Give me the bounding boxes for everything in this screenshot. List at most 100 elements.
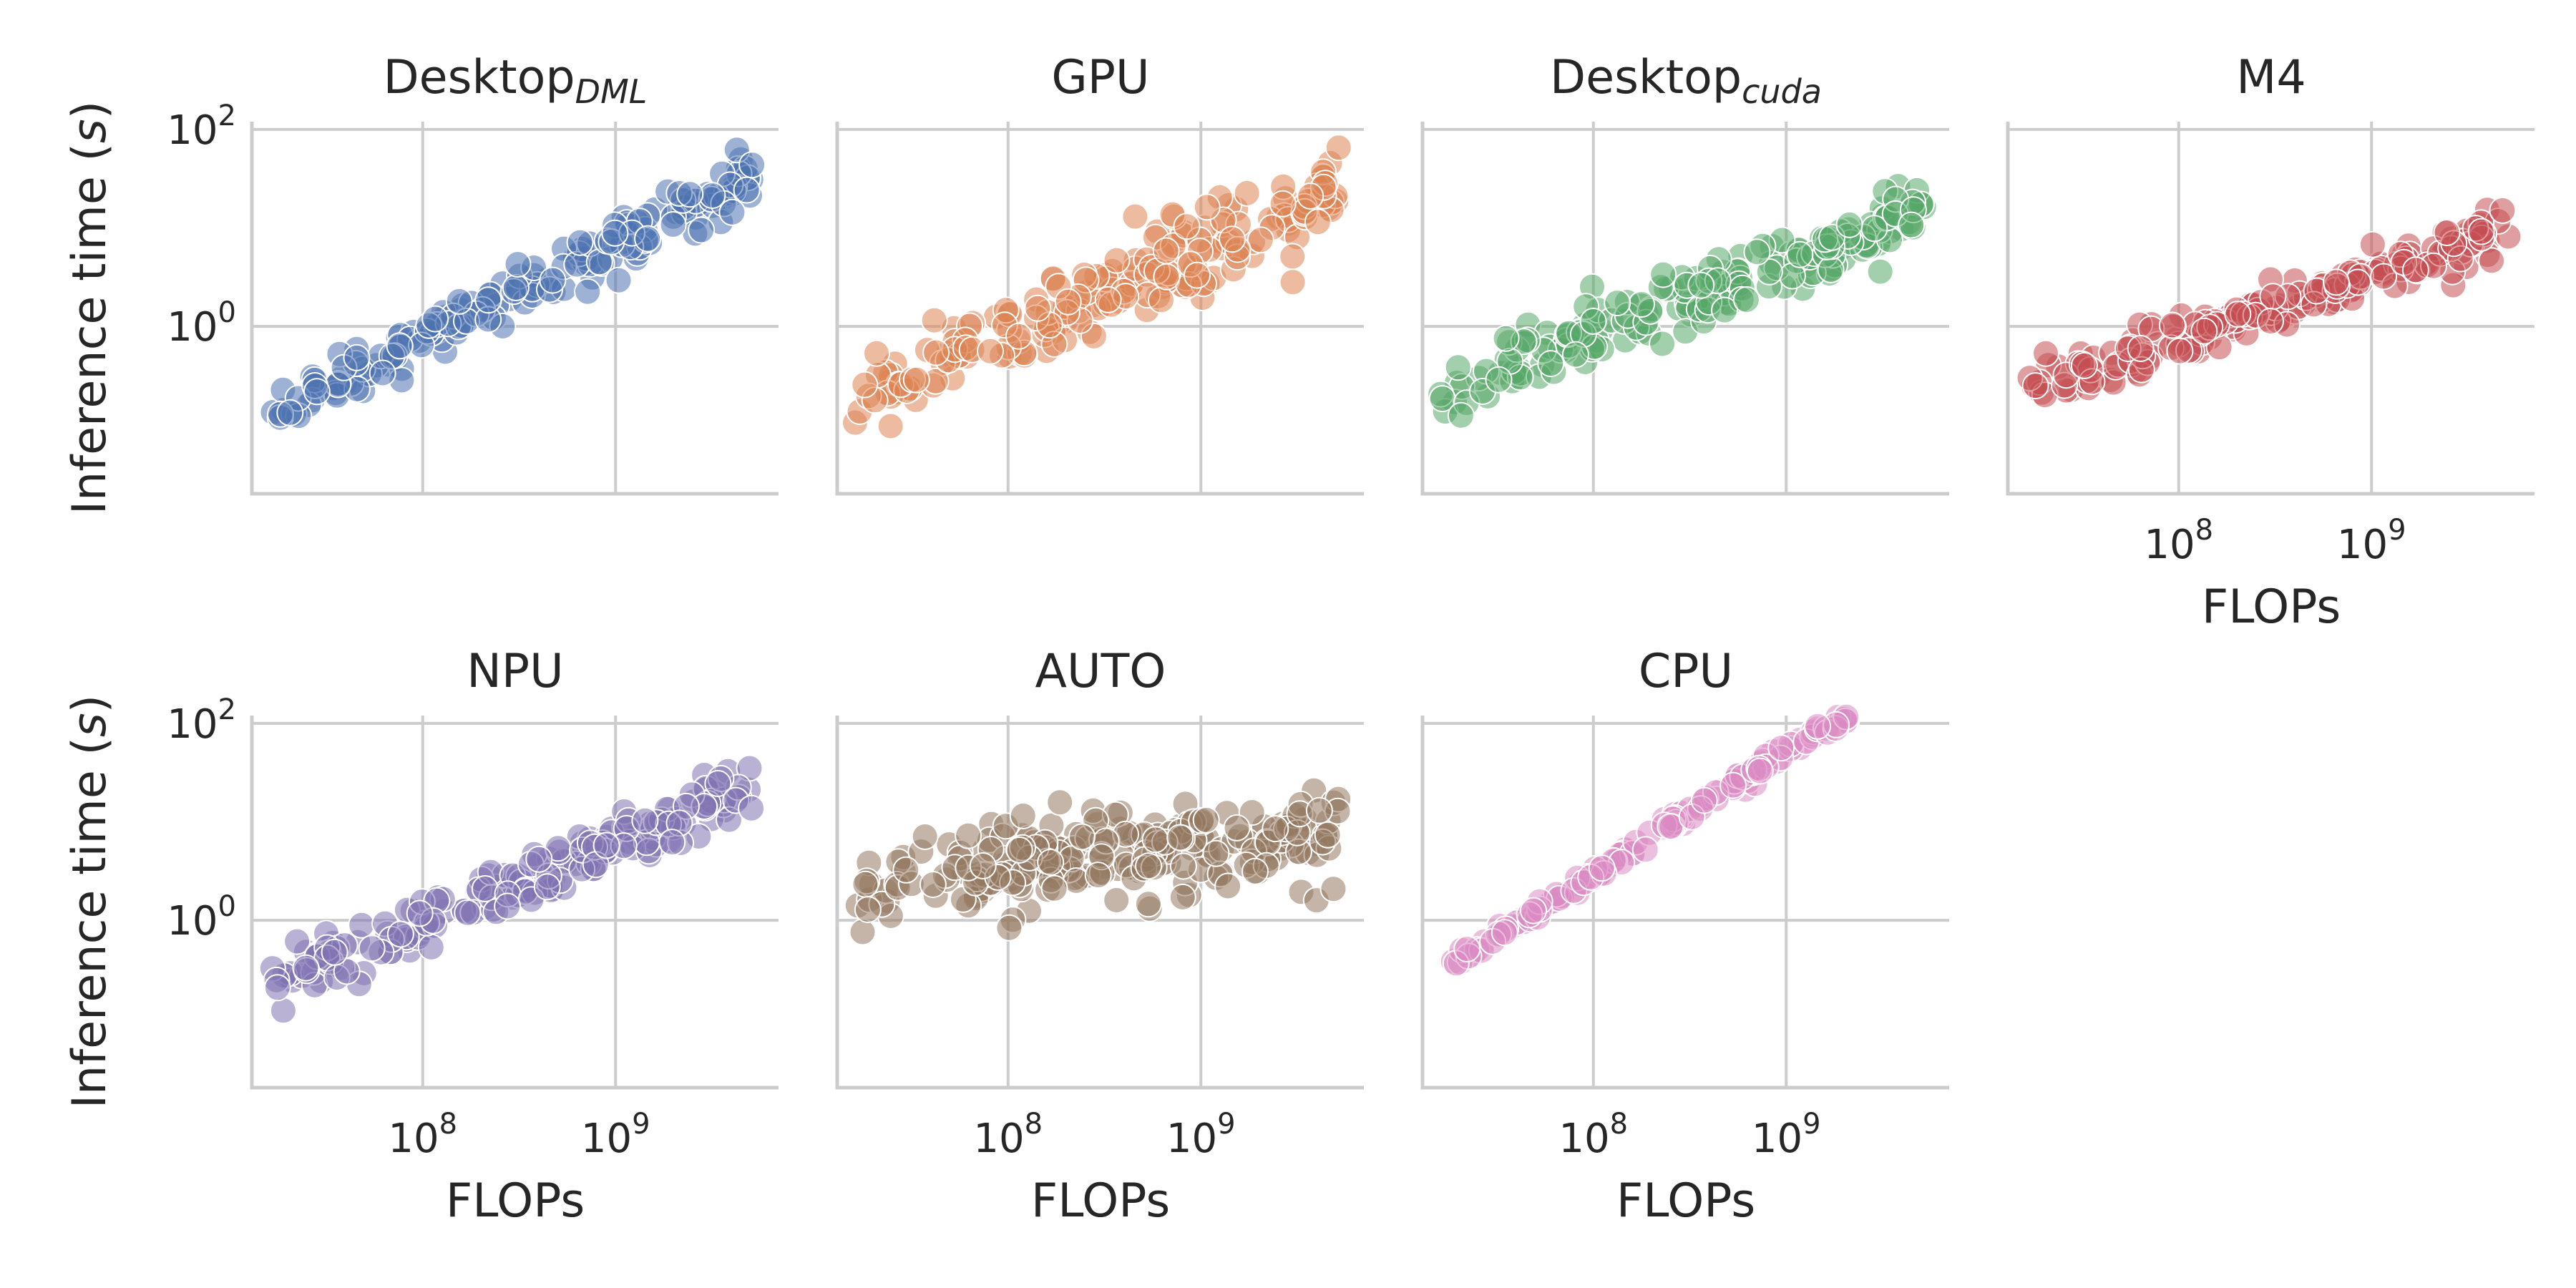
panel-title: CPU: [1639, 645, 1733, 698]
panel-title: GPU: [1051, 51, 1149, 104]
y-tick-label: 102: [167, 693, 236, 748]
scatter-point: [1719, 771, 1747, 799]
scatter-point: [474, 286, 502, 314]
scatter-point: [2322, 268, 2350, 296]
scatter-point: [1447, 401, 1475, 429]
scatter-point: [1485, 366, 1513, 394]
scatter-point: [851, 371, 879, 399]
panel-title: AUTO: [1035, 645, 1166, 698]
scatter-point: [922, 338, 950, 366]
scatter-point: [1141, 826, 1169, 854]
scatter-point: [2158, 311, 2186, 339]
scatter-point: [1860, 215, 1888, 243]
panel-title: M4: [2236, 51, 2306, 104]
x-tick-label: 109: [1166, 1108, 1236, 1162]
scatter-point: [1054, 288, 1082, 316]
scatter-point: [1305, 796, 1333, 824]
scatter-point: [504, 250, 532, 278]
scatter-point: [1537, 350, 1565, 378]
scatter-point: [1262, 815, 1289, 843]
scatter-point: [2224, 301, 2252, 328]
scatter-point: [445, 287, 473, 315]
scatter-point: [1037, 849, 1065, 876]
scatter-point: [386, 920, 414, 948]
axes-spine: [250, 122, 779, 496]
x-tick-label: 109: [581, 1108, 650, 1162]
scatter-point: [1214, 872, 1242, 900]
x-tick-label: 108: [2144, 514, 2213, 568]
scatter-point: [417, 933, 445, 961]
scatter-point: [1084, 862, 1112, 889]
scatter-point: [2032, 339, 2059, 367]
scatter-point: [1835, 210, 1863, 238]
scatter-point: [539, 266, 567, 294]
scatter-point: [348, 911, 376, 939]
scatter-point: [658, 829, 686, 857]
scatter-point: [321, 938, 348, 966]
scatter-point: [1898, 211, 1926, 239]
scatter-point: [2070, 351, 2098, 379]
y-axis-label: Inference time (s): [63, 695, 117, 1108]
scatter-point: [1687, 271, 1715, 299]
x-tick-label: 108: [973, 1108, 1043, 1162]
scatter-point: [1711, 296, 1739, 324]
scatter-point: [369, 359, 396, 387]
scatter-point: [955, 821, 982, 849]
scatter-point: [1588, 854, 1616, 882]
scatter-point: [718, 198, 746, 226]
axes-spine: [835, 122, 1364, 496]
scatter-point: [494, 892, 522, 920]
scatter-point: [1134, 890, 1162, 918]
scatter-point: [1324, 134, 1352, 162]
scatter-point: [2433, 219, 2461, 246]
scatter-point: [1767, 734, 1795, 762]
scatter-point: [1121, 203, 1149, 230]
scatter-point: [2257, 308, 2284, 335]
scatter-point: [1804, 712, 1832, 740]
scatter-point: [454, 899, 482, 927]
scatter-point: [1279, 268, 1307, 296]
scatter-point: [358, 935, 386, 962]
scatter-point: [902, 366, 930, 394]
scatter-point: [269, 997, 297, 1025]
scatter-point: [2127, 335, 2155, 362]
scatter-point: [892, 856, 920, 884]
scatter-point: [1304, 208, 1332, 236]
scatter-point: [1491, 919, 1518, 947]
scatter-point: [2478, 247, 2506, 275]
scatter-point: [1040, 874, 1068, 902]
scatter-point: [634, 225, 662, 253]
scatter-point: [592, 831, 620, 859]
scatter-point: [1046, 789, 1074, 816]
scatter-point: [601, 219, 629, 247]
scatter-point: [969, 852, 997, 879]
scatter-point: [2021, 372, 2049, 400]
scatter-point: [1561, 341, 1589, 369]
scatter-point: [566, 228, 594, 256]
scatter-point: [333, 957, 361, 985]
x-axis-label: FLOPs: [1616, 1174, 1755, 1228]
y-axis-label: Inference time (s): [63, 101, 117, 514]
scatter-point: [704, 770, 732, 797]
panel-cpu: CPU 108 109 FLOPs: [1420, 645, 1949, 1228]
scatter-point: [2370, 263, 2398, 291]
axes-spine: [1420, 716, 1949, 1090]
x-tick-label: 109: [1752, 1108, 1821, 1162]
y-tick-label: 100: [167, 890, 236, 945]
scatter-point: [1786, 240, 1814, 268]
scatter-point: [1103, 246, 1131, 274]
x-axis-label: FLOPs: [2202, 580, 2341, 634]
panel-title: DesktopDML: [384, 51, 648, 111]
scatter-point: [863, 339, 890, 367]
scatter-point: [471, 875, 499, 902]
x-axis-label: FLOPs: [446, 1174, 585, 1228]
scatter-point: [283, 927, 311, 955]
scatter-point: [1219, 225, 1246, 253]
scatter-point: [303, 378, 331, 406]
scatter-point: [533, 873, 561, 901]
panel-gpu: GPU: [835, 51, 1364, 496]
scatter-point: [1169, 883, 1196, 911]
scatter-point: [1009, 802, 1037, 829]
scatter-point: [995, 914, 1023, 942]
scatter-point: [1314, 821, 1342, 849]
